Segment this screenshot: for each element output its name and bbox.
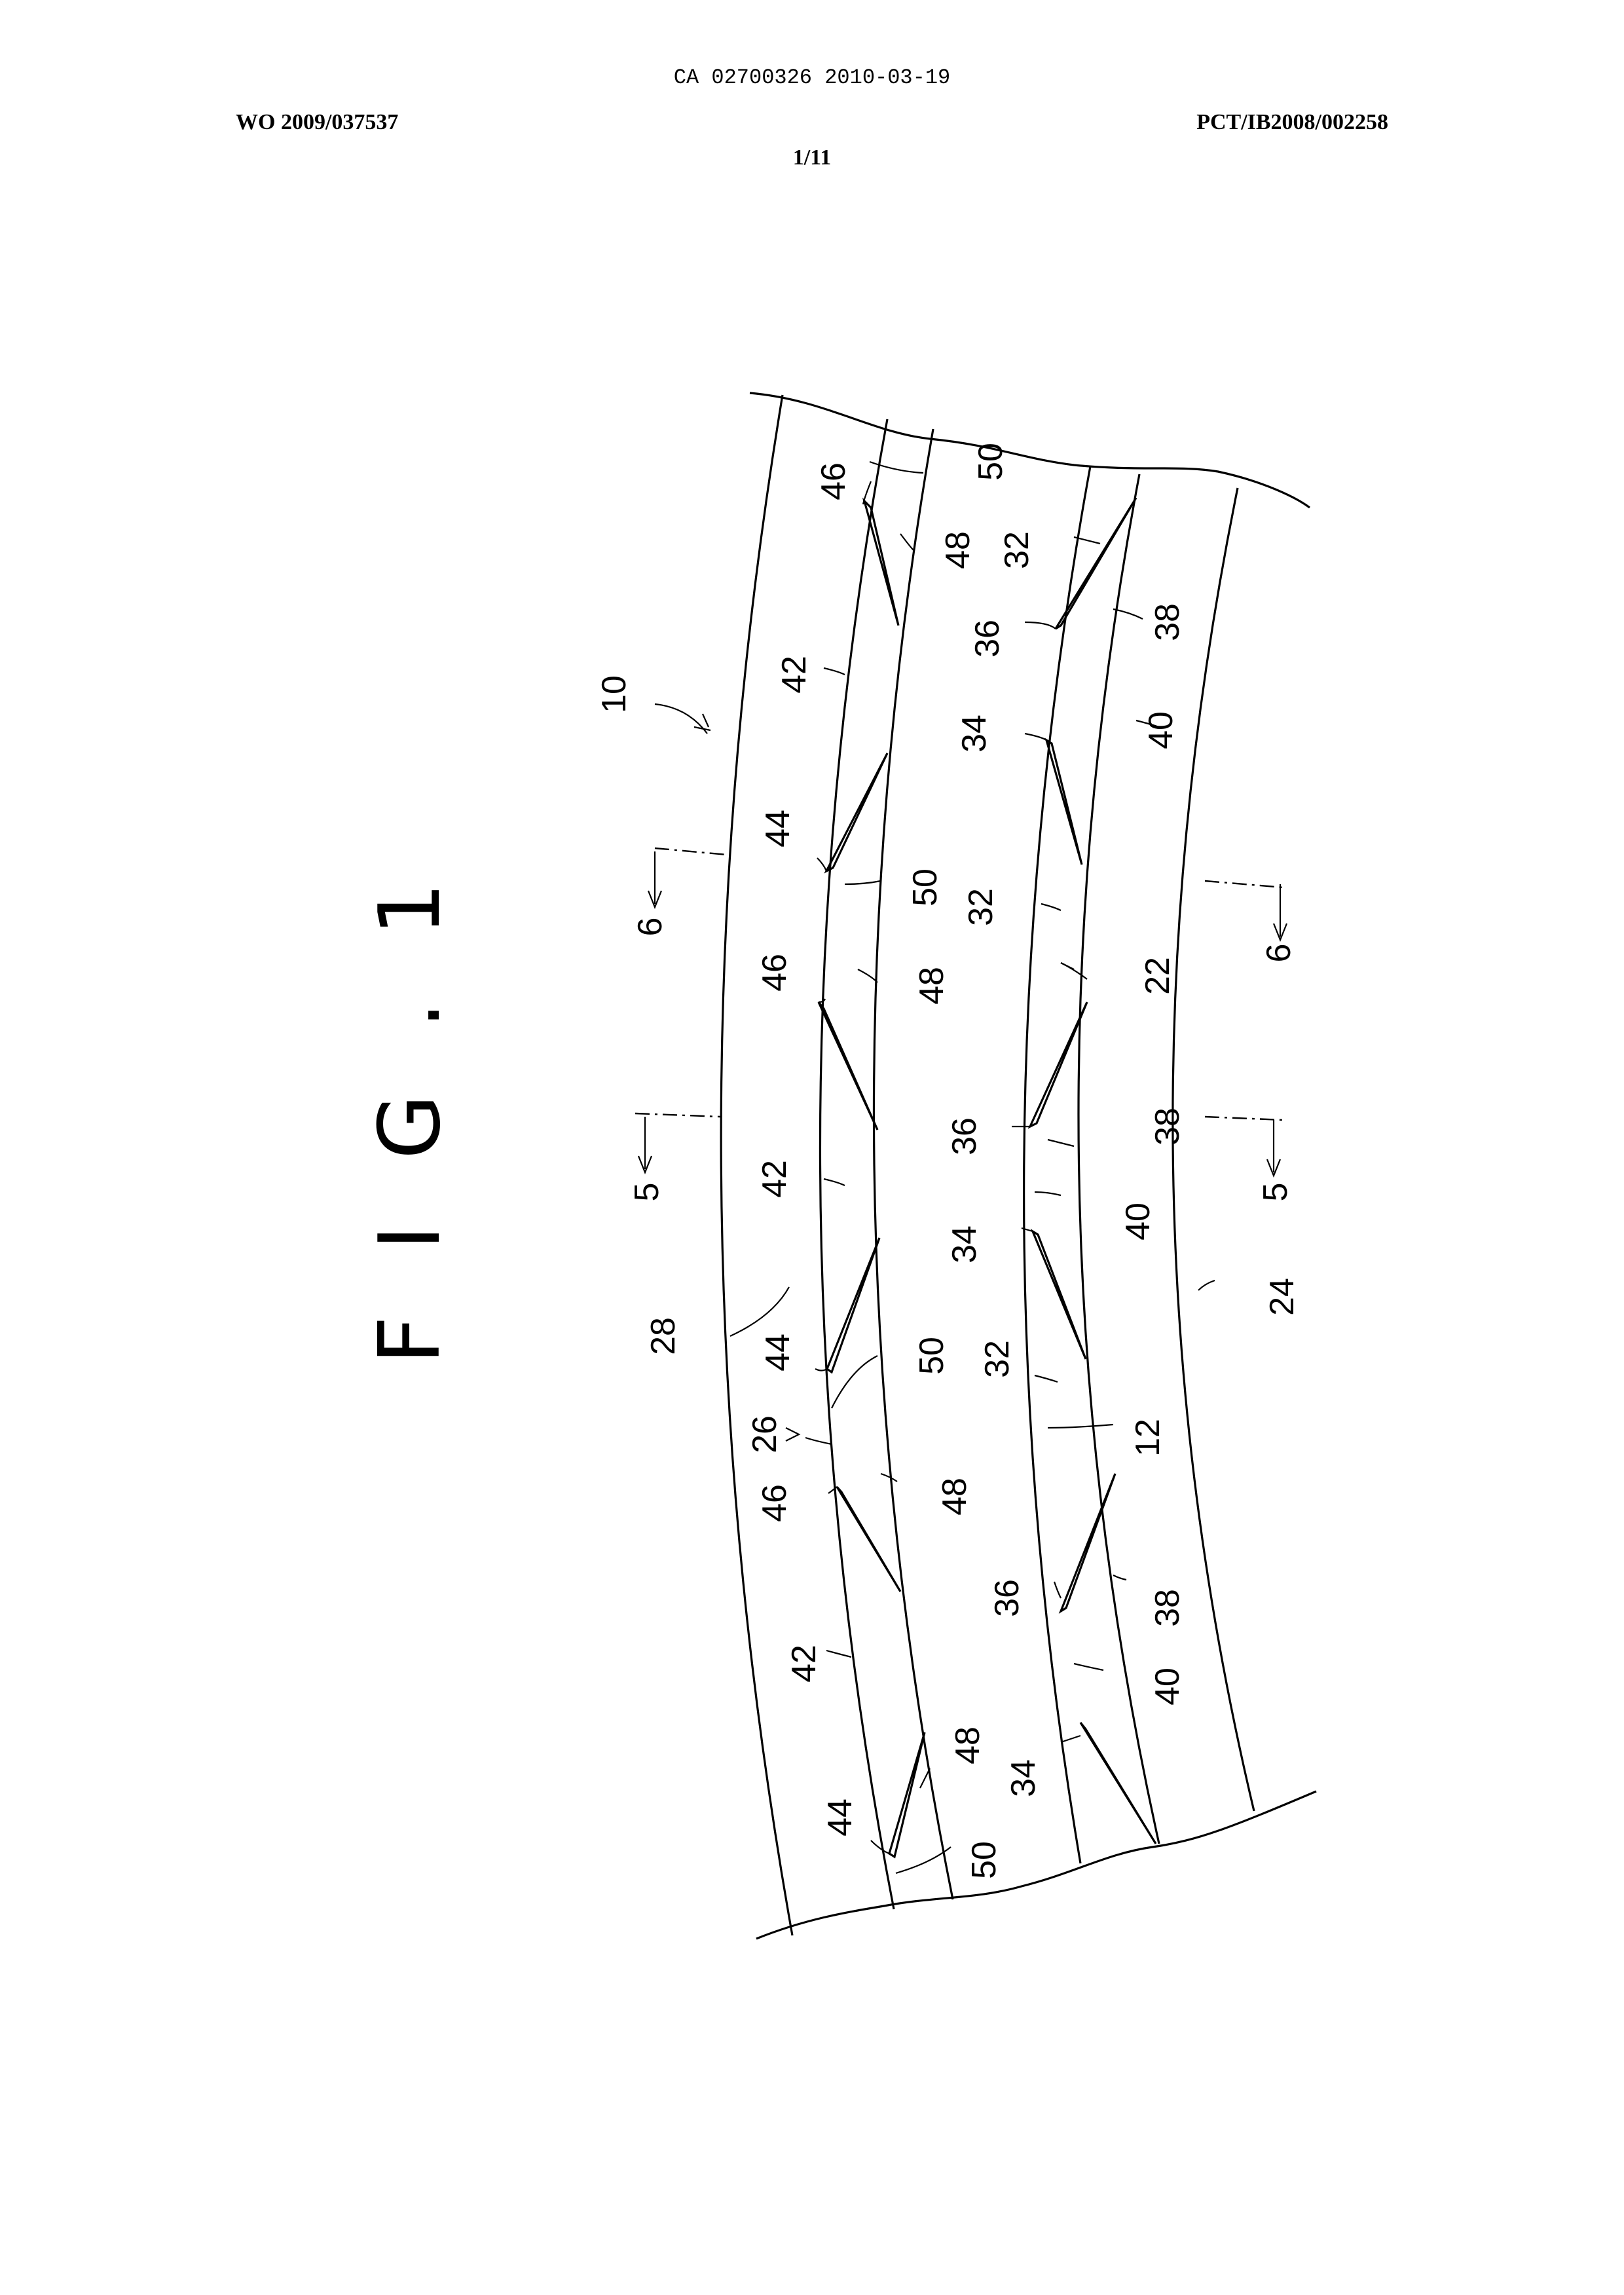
ref-50: 50 — [906, 868, 944, 906]
ref-24: 24 — [1263, 1278, 1301, 1316]
ref-5-left: 5 — [628, 1183, 666, 1202]
ref-44: 44 — [759, 810, 797, 848]
groove-edge-26-outer — [820, 419, 894, 1909]
ref-32: 32 — [962, 888, 1000, 926]
reference-numerals: 10 46 50 48 32 36 38 42 34 40 44 6 50 32… — [595, 443, 1301, 1879]
ref-50: 50 — [965, 1841, 1003, 1879]
ref-12: 12 — [1129, 1419, 1167, 1457]
ref-34: 34 — [946, 1225, 984, 1263]
ref-32: 32 — [978, 1340, 1016, 1378]
ref-42: 42 — [756, 1160, 794, 1198]
ref-48: 48 — [939, 531, 977, 569]
ref-44: 44 — [821, 1799, 859, 1837]
ref-48: 48 — [913, 967, 951, 1005]
ref-36: 36 — [988, 1579, 1026, 1617]
ref-22: 22 — [1139, 957, 1177, 995]
ref-32: 32 — [998, 531, 1036, 569]
ref-10: 10 — [595, 675, 633, 713]
ref-40: 40 — [1119, 1203, 1157, 1241]
ref-50: 50 — [913, 1337, 951, 1375]
ref-46: 46 — [756, 954, 794, 992]
ref-6-left: 6 — [631, 918, 669, 937]
ref-42: 42 — [785, 1645, 823, 1683]
ref-50: 50 — [972, 443, 1010, 481]
groove-edge-22-outer — [1079, 474, 1159, 1844]
ref-38: 38 — [1149, 1108, 1187, 1146]
ref-40: 40 — [1142, 711, 1180, 749]
ref-6-right: 6 — [1260, 944, 1298, 963]
ref-46: 46 — [756, 1484, 794, 1522]
ref-46: 46 — [815, 462, 853, 500]
left-groove-sipes — [819, 501, 925, 1857]
ref-42: 42 — [775, 656, 813, 694]
ref-48: 48 — [936, 1478, 974, 1516]
ref-44: 44 — [759, 1334, 797, 1371]
ref-36: 36 — [969, 620, 1006, 658]
groove-edge-22-inner — [1024, 466, 1090, 1863]
ref-38: 38 — [1149, 1589, 1187, 1627]
leader-lines — [655, 462, 1215, 1873]
ref-34: 34 — [955, 715, 993, 753]
ref-38: 38 — [1149, 603, 1187, 641]
groove-edge-26-inner — [874, 429, 953, 1899]
ref-40: 40 — [1149, 1668, 1187, 1706]
ref-26: 26 — [746, 1415, 784, 1453]
ref-28: 28 — [644, 1317, 682, 1355]
figure-title: F I G . 1 — [361, 863, 459, 1364]
ref-48: 48 — [949, 1726, 987, 1764]
ref-5-right: 5 — [1257, 1183, 1295, 1202]
ref-36: 36 — [946, 1117, 984, 1155]
ref-34: 34 — [1005, 1759, 1043, 1797]
